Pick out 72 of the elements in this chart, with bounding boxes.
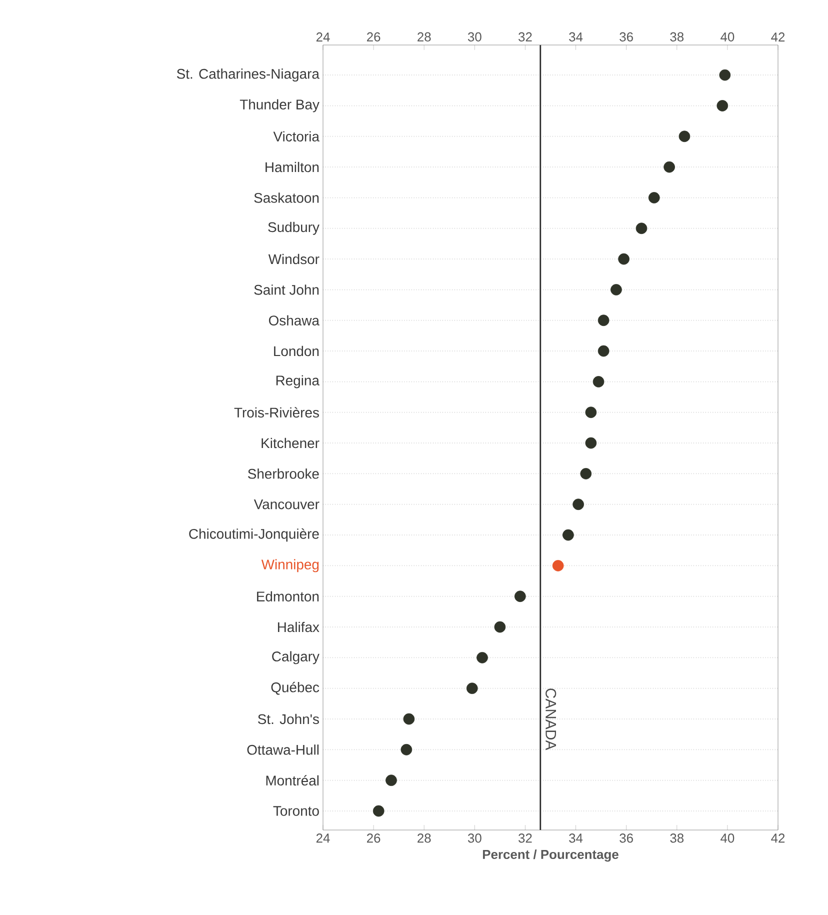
point: [719, 69, 731, 81]
y-tick-label: Hamilton: [266, 162, 319, 172]
y-tick-label: Regina: [276, 375, 320, 388]
y-tick-label: Sudbury: [268, 222, 320, 235]
y-tick-label: London: [274, 346, 319, 356]
point: [648, 192, 660, 204]
y-tick-label: Halifax: [278, 622, 320, 632]
point: [476, 652, 488, 664]
point: [678, 130, 690, 142]
point: [598, 345, 610, 357]
y-tick-label: Saint John: [254, 284, 319, 295]
x2-tick-label: 28: [418, 32, 431, 42]
x-tick-label: 40: [720, 834, 734, 843]
point: [636, 222, 648, 234]
point: [562, 529, 574, 541]
point: [386, 774, 397, 786]
point: [494, 621, 506, 633]
point: [618, 253, 630, 265]
point: [400, 744, 412, 756]
point: [610, 284, 622, 296]
x-axis-title: Percent / Pourcentage: [482, 850, 618, 862]
x-tick-label: 42: [771, 834, 785, 843]
y-tick-label: Edmonton: [257, 591, 319, 602]
point: [403, 713, 415, 725]
y-tick-label: Oshawa: [268, 315, 320, 326]
y-tick-label: Vancouver: [254, 499, 320, 510]
y-tick-label: St. John's: [258, 714, 319, 724]
point: [664, 161, 675, 173]
x2-tick-label: 42: [771, 32, 785, 42]
point: [585, 437, 597, 449]
x-tick-label: 28: [418, 834, 431, 843]
y-tick-label: Thunder Bay: [240, 99, 320, 112]
point: [716, 100, 728, 112]
point: [572, 498, 584, 510]
y-tick-label: Winnipeg: [261, 559, 319, 572]
y-tick-label: Ottawa-Hull: [247, 744, 319, 755]
y-tick-label: Victoria: [273, 131, 320, 142]
x-tick-label: 30: [468, 834, 482, 843]
point: [585, 406, 597, 418]
x2-tick-label: 38: [670, 32, 684, 42]
y-tick-label: Trois-Rivières: [234, 407, 319, 418]
point: [514, 590, 526, 602]
y-tick-label: Québec: [271, 682, 320, 695]
x-tick-label: 38: [670, 834, 684, 843]
y-tick-label: Saskatoon: [254, 192, 319, 203]
point: [592, 376, 604, 388]
x2-tick-label: 40: [720, 32, 734, 42]
x-tick-label: 26: [367, 834, 380, 843]
x2-tick-label: 26: [367, 32, 380, 42]
x2-tick-label: 24: [316, 32, 330, 42]
y-tick-label: Montréal: [266, 775, 319, 786]
x-tick-label: 36: [620, 834, 633, 843]
x2-tick-label: 30: [468, 32, 482, 42]
y-tick-label: Sherbrooke: [248, 468, 319, 479]
ref-line-label: CANADA: [546, 688, 556, 750]
y-tick-label: Kitchener: [262, 438, 320, 448]
y-tick-label: St. Catharines-Niagara: [176, 68, 320, 82]
point: [372, 805, 384, 817]
point: [598, 314, 610, 326]
y-tick-label: Toronto: [273, 806, 319, 816]
x2-tick-label: 32: [518, 32, 532, 42]
y-tick-label: Chicoutimi-Jonquière: [189, 528, 319, 542]
point: [552, 560, 564, 572]
x-tick-label: 34: [569, 834, 583, 843]
x-tick-label: 24: [316, 834, 330, 843]
point: [466, 682, 478, 694]
x-tick-label: 32: [518, 834, 532, 843]
y-tick-label: Calgary: [272, 651, 320, 664]
y-tick-label: Windsor: [268, 254, 320, 264]
point: [580, 468, 592, 480]
x2-tick-label: 34: [569, 32, 583, 42]
x2-tick-label: 36: [620, 32, 633, 42]
